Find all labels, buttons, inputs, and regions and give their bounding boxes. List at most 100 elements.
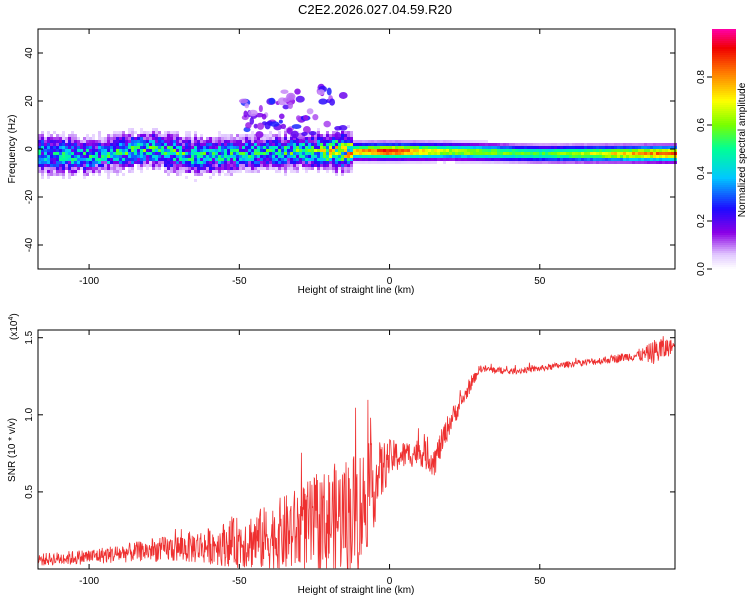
spectrogram-cell: [290, 161, 293, 164]
spectrogram-cell: [338, 143, 341, 146]
spectrogram-cell: [209, 137, 212, 140]
spectrogram-cell: [497, 161, 500, 164]
spectrogram-cell: [659, 161, 662, 164]
spectrogram-cell: [194, 149, 197, 152]
spectrogram-cell: [389, 149, 392, 152]
spectrogram-cell: [263, 143, 266, 146]
spectrogram-cell: [533, 152, 536, 155]
colorbar-band: [712, 233, 736, 235]
spectrogram-xtick-label: -50: [232, 276, 247, 287]
spectrogram-cell: [350, 161, 353, 164]
spectrogram-cell: [53, 140, 56, 143]
spectrogram-cell: [233, 140, 236, 143]
spectrogram-cell: [443, 143, 446, 146]
spectrogram-cell: [551, 143, 554, 146]
spectrogram-cell: [284, 164, 287, 167]
spectrogram-cell: [278, 164, 281, 167]
spectrogram-cell: [581, 155, 584, 158]
colorbar-band: [712, 93, 736, 95]
spectrogram-cell: [137, 140, 140, 143]
spectrogram-cell: [575, 149, 578, 152]
spectrogram-cell: [131, 170, 134, 173]
spectrogram-cell: [662, 161, 665, 164]
spectrogram-cell: [71, 131, 74, 134]
spectrogram-cell: [233, 149, 236, 152]
spectrogram-cell: [86, 167, 89, 170]
spectrogram-cell: [104, 146, 107, 149]
spectrogram-cell: [89, 161, 92, 164]
spectrogram-cell: [149, 164, 152, 167]
spectrogram-cell: [83, 164, 86, 167]
spectrogram-cell: [359, 158, 362, 161]
colorbar-band: [712, 111, 736, 113]
spectrogram-cell: [161, 158, 164, 161]
spectrogram-cell: [206, 155, 209, 158]
spectrogram-cell: [188, 149, 191, 152]
spectrogram-cell: [59, 158, 62, 161]
colorbar-band: [712, 227, 736, 229]
spectrogram-cell: [68, 137, 71, 140]
spectrogram-cell: [191, 149, 194, 152]
spectrogram-cell: [425, 149, 428, 152]
spectrogram-cell: [116, 146, 119, 149]
spectrogram-cell: [149, 140, 152, 143]
spectrogram-cell: [344, 167, 347, 170]
spectrogram-cell: [413, 146, 416, 149]
spectrogram-cell: [350, 143, 353, 146]
spectrogram-blob: [290, 130, 299, 139]
spectrogram-cell: [479, 140, 482, 143]
spectrogram-cell: [290, 155, 293, 158]
spectrogram-cell: [257, 149, 260, 152]
spectrogram-cell: [362, 143, 365, 146]
spectrogram-cell: [290, 158, 293, 161]
spectrogram-blob: [303, 125, 311, 134]
spectrogram-cell: [191, 143, 194, 146]
spectrogram-cell: [50, 161, 53, 164]
spectrogram-cell: [551, 161, 554, 164]
spectrogram-cell: [170, 161, 173, 164]
spectrogram-cell: [239, 149, 242, 152]
spectrogram-cell: [149, 155, 152, 158]
spectrogram-cell: [242, 149, 245, 152]
spectrogram-cell: [167, 167, 170, 170]
spectrogram-cell: [566, 146, 569, 149]
spectrogram-cell: [281, 167, 284, 170]
spectrogram-cell: [86, 149, 89, 152]
spectrogram-cell: [248, 155, 251, 158]
spectrogram-cell: [461, 158, 464, 161]
spectrogram-cell: [56, 134, 59, 137]
spectrogram-cell: [392, 158, 395, 161]
spectrogram-cell: [128, 134, 131, 137]
spectrogram-cell: [113, 143, 116, 146]
spectrogram-cell: [632, 146, 635, 149]
spectrogram-cell: [515, 149, 518, 152]
spectrogram-cell: [110, 167, 113, 170]
spectrogram-cell: [617, 161, 620, 164]
spectrogram-cell: [533, 149, 536, 152]
spectrogram-cell: [80, 167, 83, 170]
spectrogram-cell: [548, 143, 551, 146]
spectrogram-cell: [371, 158, 374, 161]
spectrogram-cell: [299, 152, 302, 155]
spectrogram-cell: [98, 152, 101, 155]
spectrogram-cell: [215, 167, 218, 170]
spectrogram-cell: [170, 137, 173, 140]
spectrogram-cell: [407, 149, 410, 152]
spectrogram-cell: [338, 161, 341, 164]
spectrogram-cell: [308, 152, 311, 155]
spectrogram-cell: [389, 158, 392, 161]
spectrogram-cell: [101, 140, 104, 143]
spectrogram-cell: [329, 164, 332, 167]
spectrogram-cell: [245, 167, 248, 170]
spectrogram-cell: [281, 146, 284, 149]
spectrogram-cell: [650, 152, 653, 155]
spectrogram-cell: [554, 155, 557, 158]
spectrogram-cell: [248, 140, 251, 143]
spectrogram-cell: [560, 155, 563, 158]
spectrogram-cell: [158, 140, 161, 143]
spectrogram-cell: [254, 164, 257, 167]
spectrogram-cell: [365, 152, 368, 155]
spectrogram-cell: [110, 143, 113, 146]
spectrogram-cell: [413, 152, 416, 155]
spectrogram-cell: [320, 167, 323, 170]
